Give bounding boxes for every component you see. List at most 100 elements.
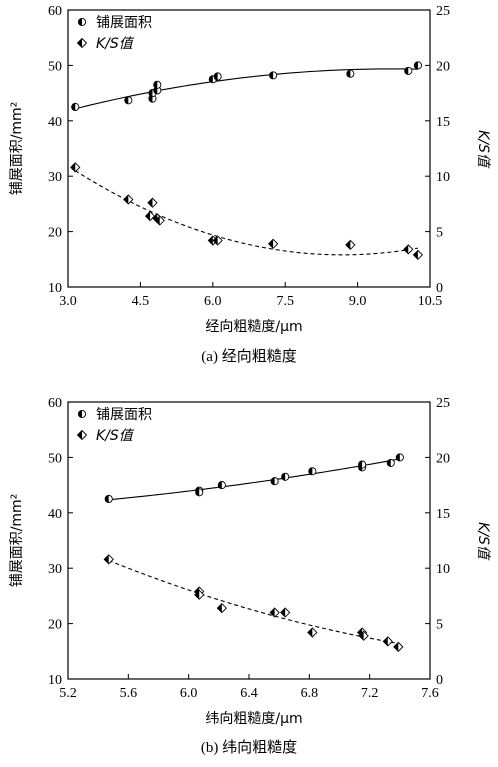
marker-fill (281, 473, 286, 481)
x-tick-label: 7.6 (421, 686, 439, 701)
marker-fill (208, 235, 213, 245)
area-data-point (269, 71, 278, 80)
marker-fill (213, 235, 218, 245)
marker-fill (195, 488, 200, 496)
x-tick-label: 6.4 (240, 686, 258, 701)
x-tick-label: 5.6 (120, 686, 138, 701)
marker-fill (148, 89, 153, 97)
y-left-tick-label: 10 (48, 673, 62, 688)
y-left-tick-label: 10 (48, 281, 62, 296)
ks-data-point (154, 215, 165, 226)
ks-data-point (403, 244, 414, 255)
marker-fill (359, 631, 364, 641)
x-tick-label: 5.2 (59, 686, 77, 701)
y-right-tick-label: 0 (436, 673, 443, 688)
area-data-point (71, 102, 80, 111)
y-left-tick-label: 30 (48, 562, 62, 577)
x-tick-label: 6.0 (180, 686, 198, 701)
marker-fill (123, 194, 129, 204)
marker-fill (124, 96, 129, 104)
area-data-point (358, 460, 367, 469)
marker-fill (414, 61, 418, 69)
marker-fill (403, 244, 409, 254)
x-tick-label: 9.0 (349, 294, 367, 309)
area-data-point (217, 481, 226, 490)
y-right-axis-label: K/S值 (475, 522, 491, 561)
area-data-point (404, 66, 413, 75)
marker-fill (147, 198, 153, 208)
ks-data-point (345, 239, 356, 251)
marker-fill (104, 554, 109, 564)
y-left-axis-label: 铺展面积/mm² (9, 102, 25, 196)
area-data-point (270, 477, 279, 486)
legend-label-area: 铺展面积 (96, 407, 152, 423)
area-data-point (104, 494, 113, 504)
marker-fill (396, 453, 400, 461)
legend-marker-area (77, 409, 87, 419)
fit-line-area (108, 458, 400, 501)
y-right-tick-label: 25 (436, 4, 450, 19)
marker-fill (214, 72, 218, 81)
marker-fill (78, 410, 82, 418)
ks-data-point (280, 607, 291, 618)
x-tick-label: 7.2 (361, 686, 379, 701)
chart-panel-a: 3.0 4.5 6.0 7.5 9.0 10.5 10 20 30 40 50 60 0 5 10 15 20 2… (9, 4, 491, 365)
y-right-tick-label: 10 (436, 170, 450, 185)
ks-data-point (267, 238, 279, 249)
y-right-tick-label: 20 (436, 59, 450, 74)
ks-data-point (194, 589, 205, 600)
marker-fill (77, 430, 82, 440)
y-left-tick-label: 50 (48, 59, 62, 74)
marker-fill (270, 608, 275, 618)
area-data-point (386, 458, 395, 467)
marker-fill (345, 240, 351, 250)
ks-data-point (307, 627, 318, 638)
marker-fill (268, 239, 274, 249)
fit-line-ks (74, 170, 419, 256)
marker-fill (194, 590, 200, 600)
y-right-tick-label: 25 (436, 396, 450, 411)
area-data-point (308, 467, 317, 476)
marker-fill (209, 75, 213, 83)
y-right-tick-label: 15 (436, 507, 450, 522)
marker-fill (387, 459, 391, 467)
y-right-tick-label: 0 (436, 281, 443, 296)
chart-panel-b: 5.2 5.6 6.0 6.4 6.8 7.2 7.6 10 20 30 40 50 60 0 5 10 15 2… (9, 396, 491, 756)
marker-fill (70, 162, 76, 172)
legend-label-ks: K/S值 (96, 36, 135, 52)
marker-fill (218, 481, 222, 489)
ks-data-point (70, 162, 81, 173)
y-right-tick-label: 5 (436, 618, 443, 633)
ks-data-point (393, 641, 404, 653)
x-tick-label: 6.8 (301, 686, 319, 701)
marker-fill (346, 70, 351, 78)
ks-data-point (123, 194, 134, 205)
x-tick-label: 10.5 (418, 294, 443, 309)
area-data-point (395, 453, 404, 462)
marker-fill (71, 103, 76, 111)
legend-marker-ks (76, 429, 88, 441)
legend-marker-ks (76, 37, 88, 49)
marker-fill (383, 636, 388, 646)
area-data-point (124, 96, 133, 105)
y-left-tick-label: 20 (48, 618, 62, 633)
x-tick-label: 7.5 (276, 294, 294, 309)
ks-data-point (269, 607, 280, 618)
marker-fill (308, 467, 313, 475)
x-tick-label: 4.5 (132, 294, 150, 309)
y-left-axis-label: 铺展面积/mm² (9, 494, 25, 588)
ks-data-point (212, 235, 223, 246)
ks-data-point (103, 554, 114, 565)
y-left-tick-label: 30 (48, 170, 62, 185)
figure-caption: (b) 纬向粗糙度 (201, 739, 297, 756)
ks-data-point (216, 602, 227, 614)
y-right-tick-label: 5 (436, 226, 443, 241)
y-left-tick-label: 40 (48, 507, 62, 522)
marker-fill (217, 603, 222, 613)
marker-fill (145, 211, 151, 221)
fit-line-area (75, 68, 418, 110)
y-left-tick-label: 60 (48, 4, 62, 19)
area-data-point (153, 80, 162, 89)
legend-label-area: 铺展面积 (96, 15, 152, 31)
